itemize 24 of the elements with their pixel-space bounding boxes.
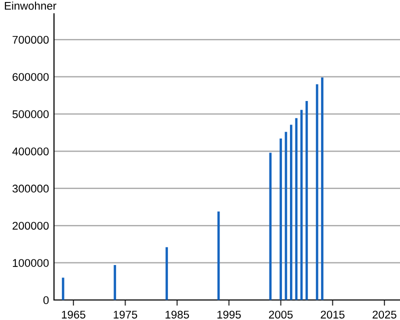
bar [114,265,116,300]
y-tick-label: 300000 [12,184,49,193]
y-tick-label: 500000 [12,110,49,118]
y-tick-label: 600000 [12,73,49,81]
y-tick-label: 700000 [12,36,49,44]
x-tick-label: 1965 [62,310,86,319]
x-tick-label: 2025 [372,310,396,319]
y-tick-label: 100000 [12,259,49,267]
x-tick-label: 1995 [217,310,241,319]
bar [321,78,324,300]
y-tick-label: 400000 [12,147,49,156]
y-tick-label: 200000 [12,222,49,230]
x-tick-label: 2015 [320,310,345,319]
bar [306,100,308,300]
bar [290,124,292,300]
bar [295,118,298,300]
x-tick-label: 1975 [114,310,138,319]
bar [166,247,168,300]
x-tick-label: 1985 [166,310,190,319]
y-axis-title: Einwohner [4,2,56,10]
bar [269,152,272,300]
y-tick-label: 0 [43,296,49,304]
x-tick-label: 2005 [268,310,293,319]
bar [280,138,282,300]
